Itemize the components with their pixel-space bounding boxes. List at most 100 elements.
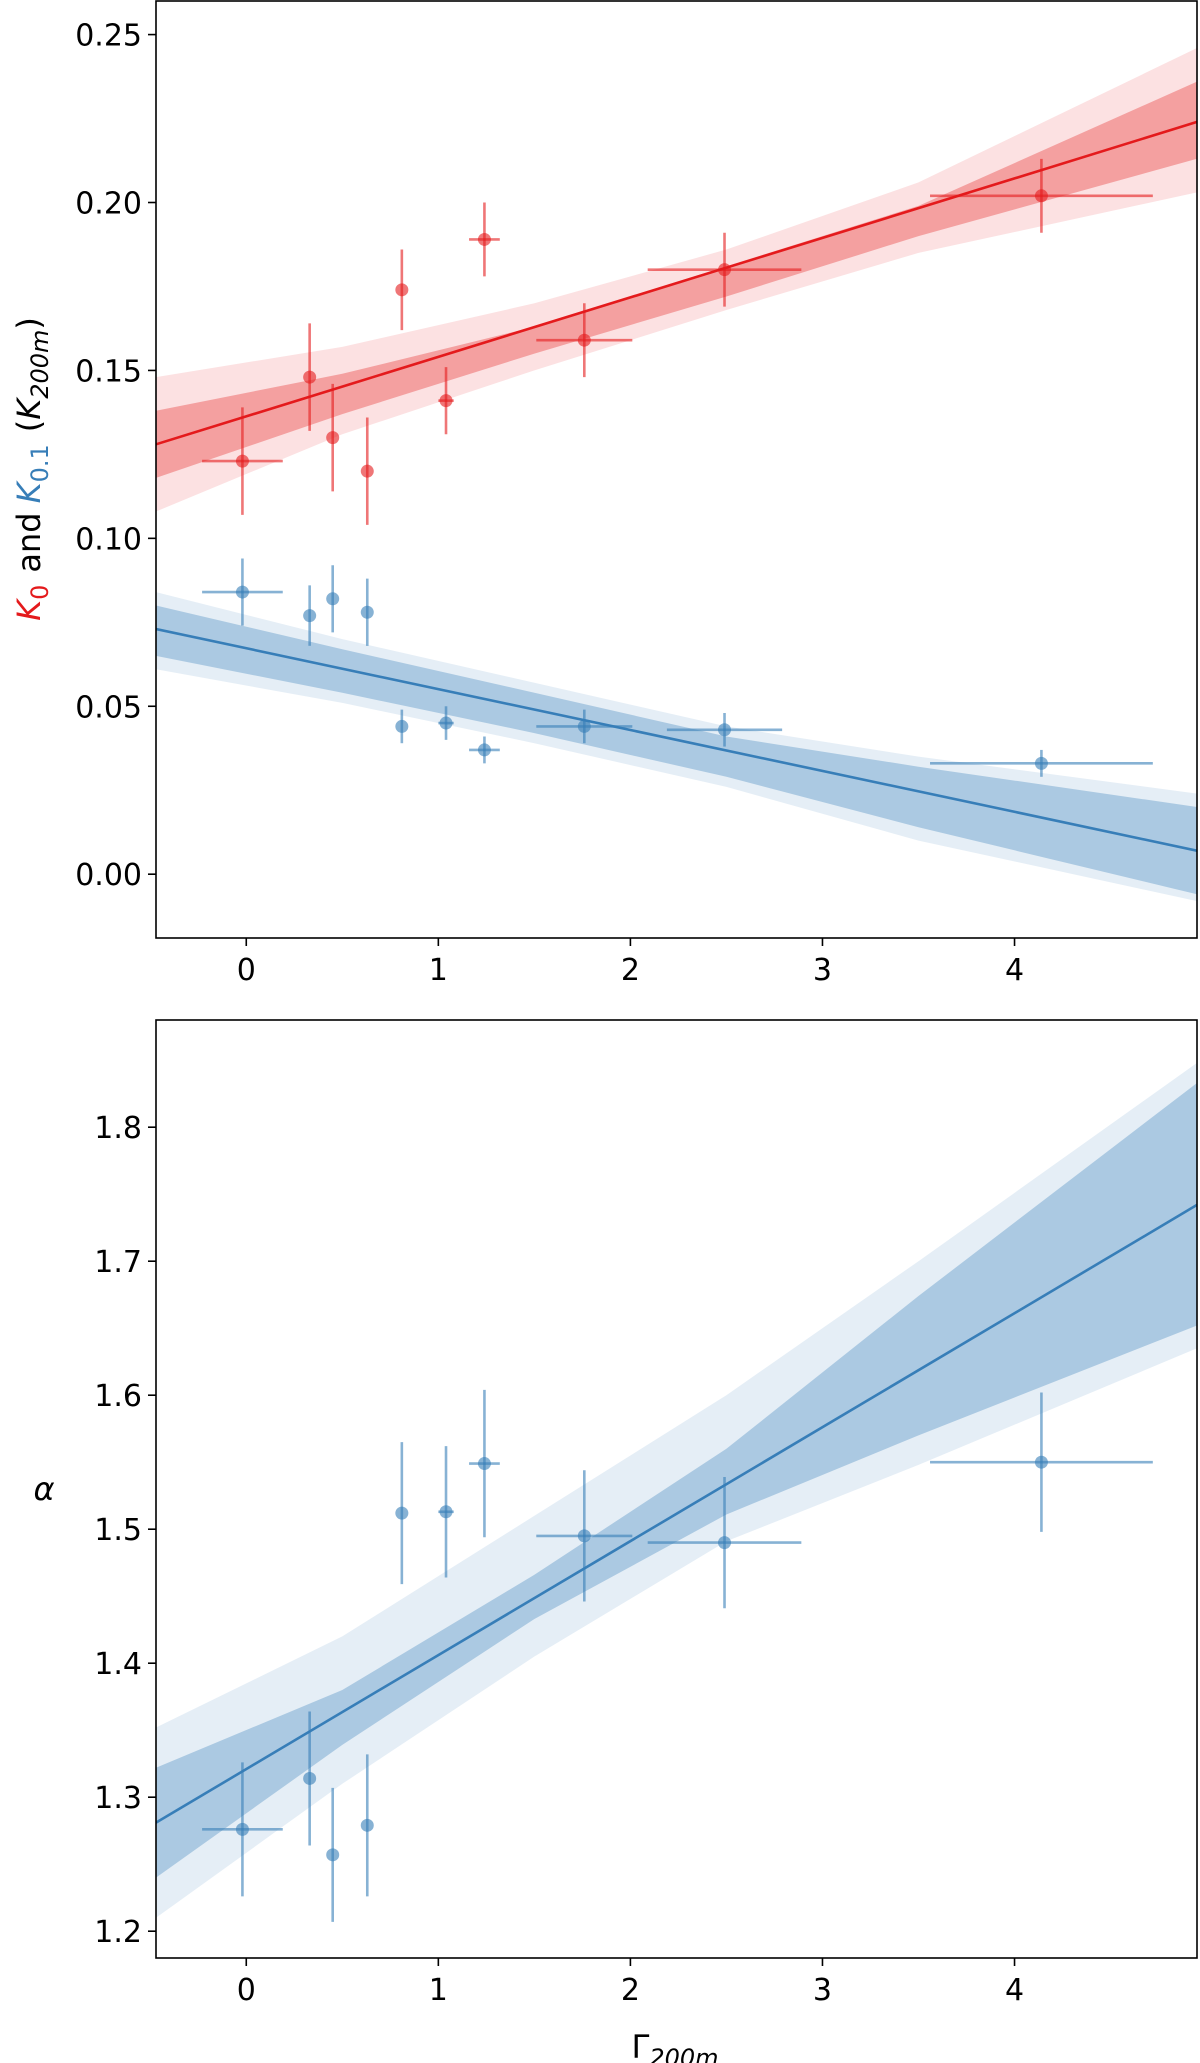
top-k01-point <box>395 709 409 744</box>
marker <box>718 1536 732 1550</box>
top-k01-point <box>438 706 454 740</box>
top-k0-fit-line <box>156 120 1197 446</box>
marker <box>360 605 374 619</box>
marker <box>326 431 340 445</box>
top-k01-point <box>360 578 374 646</box>
top-k01-point <box>303 585 317 646</box>
bottom-confidence-bands <box>156 1062 1197 1918</box>
marker <box>718 723 732 737</box>
marker <box>235 1822 249 1836</box>
top-k0-point <box>395 249 409 331</box>
marker <box>395 1506 409 1520</box>
bottom-alpha-point <box>647 1476 802 1609</box>
top-plot-area <box>156 1 1197 938</box>
top-k01-point <box>202 558 283 626</box>
bottom-alpha-point <box>536 1470 633 1602</box>
bottom-alpha-point <box>303 1711 317 1846</box>
x-tick-label: 2 <box>621 953 640 988</box>
top-k0-point <box>930 158 1153 233</box>
x-tick-label: 0 <box>237 953 256 988</box>
marker <box>718 263 732 277</box>
marker <box>577 1529 591 1543</box>
bottom-alpha-point <box>930 1392 1153 1532</box>
top-data-points <box>202 158 1153 777</box>
marker <box>303 609 317 623</box>
x-tick-label: 2 <box>621 1973 640 2008</box>
top-panel: 0 1 2 3 4 0.00 0.05 0.10 0.15 0.20 0.25 K0andK0.1… <box>10 0 1198 988</box>
top-confidence-bands <box>156 48 1197 902</box>
x-tick-label: 4 <box>1005 953 1024 988</box>
top-k0-point <box>202 407 283 515</box>
bottom-fit-lines <box>156 1203 1197 1824</box>
marker <box>577 719 591 733</box>
marker <box>326 592 340 606</box>
y-tick-label: 0.10 <box>75 522 142 557</box>
top-k01-point <box>326 565 340 633</box>
bottom-data-points <box>202 1389 1153 1922</box>
bottom-alpha-point <box>360 1754 374 1897</box>
bottom-plot-area <box>156 1020 1197 1958</box>
marker <box>360 464 374 478</box>
bottom-x-ticks: 0 1 2 3 4 <box>237 1958 1024 2008</box>
marker <box>477 743 491 757</box>
bottom-y-ticks: 1.2 1.3 1.4 1.5 1.6 1.7 1.8 <box>94 1111 156 1950</box>
x-tick-label: 0 <box>237 1973 256 2008</box>
marker <box>1034 189 1048 203</box>
top-k01-point <box>469 736 500 764</box>
top-k0-point <box>469 202 500 277</box>
x-tick-label: 1 <box>429 1973 448 2008</box>
top-k0-band-outer <box>156 48 1197 512</box>
top-axes-frame <box>155 0 1198 939</box>
marker <box>360 1818 374 1832</box>
marker <box>477 1457 491 1471</box>
top-y-ticks: 0.00 0.05 0.10 0.15 0.20 0.25 <box>75 19 156 893</box>
marker <box>235 454 249 468</box>
marker <box>1034 1455 1048 1469</box>
bottom-alpha-fit-line <box>156 1203 1197 1824</box>
y-tick-label: 1.4 <box>94 1647 142 1682</box>
top-k01-band-outer <box>156 592 1197 902</box>
bottom-axes-frame <box>155 1019 1198 1959</box>
top-k01-point <box>536 709 633 744</box>
marker <box>1034 756 1048 770</box>
marker <box>326 1848 340 1862</box>
y-tick-label: 0.00 <box>75 858 142 893</box>
marker <box>439 1505 453 1519</box>
top-k01-fit-line <box>156 627 1197 852</box>
x-tick-label: 3 <box>813 953 832 988</box>
top-k0-point <box>438 367 454 435</box>
y-tick-label: 0.15 <box>75 354 142 389</box>
marker <box>577 333 591 347</box>
marker <box>395 283 409 297</box>
marker <box>303 1771 317 1785</box>
marker <box>303 370 317 384</box>
y-tick-label: 1.7 <box>94 1245 142 1280</box>
top-y-axis-label: K0andK0.1(K200m) <box>10 317 54 621</box>
marker <box>395 719 409 733</box>
bottom-y-axis-label: α <box>33 1470 54 1508</box>
marker <box>439 394 453 408</box>
top-k0-point <box>326 383 340 492</box>
bottom-panel: 0 1 2 3 4 1.2 1.3 1.4 1.5 1.6 1.7 1.8 α Γ200m <box>33 1019 1198 2063</box>
y-tick-label: 1.6 <box>94 1379 142 1414</box>
y-tick-label: 0.25 <box>75 19 142 54</box>
y-tick-label: 0.05 <box>75 690 142 725</box>
top-k0-point <box>303 323 317 431</box>
y-tick-label: 1.5 <box>94 1513 142 1548</box>
bottom-alpha-point <box>438 1446 454 1578</box>
marker <box>477 232 491 246</box>
bottom-alpha-band-inner <box>156 1083 1197 1878</box>
marker <box>235 585 249 599</box>
top-k0-point <box>360 417 374 525</box>
y-tick-label: 1.2 <box>94 1915 142 1950</box>
bottom-alpha-point <box>326 1787 340 1922</box>
y-tick-label: 1.8 <box>94 1111 142 1146</box>
top-k0-point <box>536 303 633 378</box>
marker <box>439 716 453 730</box>
x-tick-label: 4 <box>1005 1973 1024 2008</box>
top-k01-point <box>930 749 1153 777</box>
bottom-alpha-point <box>469 1389 500 1538</box>
top-k01-band-inner <box>156 605 1197 895</box>
top-k0-point <box>647 232 802 307</box>
